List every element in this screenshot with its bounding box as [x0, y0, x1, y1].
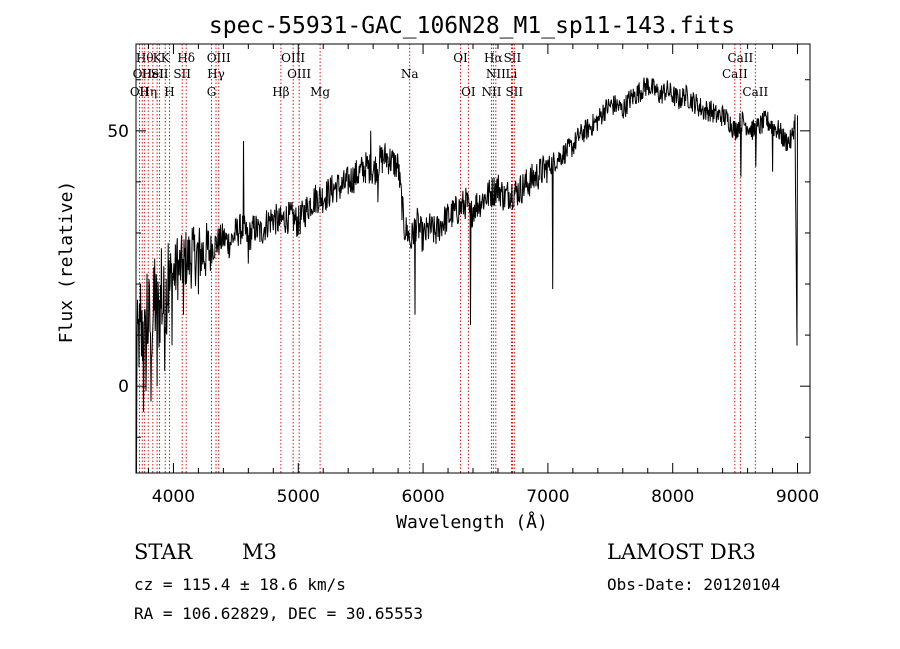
spectral-line-label: OIII	[207, 51, 231, 65]
spectral-line-label: NII	[481, 85, 501, 99]
x-tick-label: 4000	[152, 487, 195, 507]
object-class: STAR	[134, 540, 193, 564]
spectral-line-label: CaII	[722, 67, 748, 81]
x-axis-label: Wavelength (Å)	[396, 511, 548, 533]
x-tick-label: 8000	[651, 487, 694, 507]
spectral-line-label: Hδ	[177, 51, 195, 65]
spectral-line-label: Mg	[310, 85, 330, 99]
spectral-line-label: OII	[130, 85, 150, 99]
observation-date: Obs-Date: 20120104	[607, 575, 781, 594]
spectral-line-label: Hη	[139, 85, 157, 99]
x-tick-label: 6000	[401, 487, 444, 507]
spectral-line-label: SII	[173, 67, 191, 81]
spectral-line-label: SII	[505, 85, 523, 99]
x-tick-label: 9000	[776, 487, 819, 507]
spectral-line-label: G	[207, 85, 217, 99]
spectral-line-label: Hθ	[136, 51, 154, 65]
spectral-line-label: Hγ	[207, 67, 225, 81]
spectral-line-label: H	[164, 85, 174, 99]
x-tick-label: 7000	[526, 487, 569, 507]
spectral-line-label: Na	[401, 67, 419, 81]
spectral-line-label: OII	[133, 67, 153, 81]
chart-title: spec-55931-GAC_106N28_M1_sp11-143.fits	[209, 13, 735, 39]
spectral-line-label: CaII	[727, 51, 753, 65]
spectral-line-label: K	[161, 51, 171, 65]
spectral-line-label: NII	[486, 67, 506, 81]
redshift-velocity: cz = 115.4 ± 18.6 km/s	[134, 575, 346, 594]
y-tick-label: 50	[107, 122, 129, 142]
plot-frame	[135, 43, 811, 474]
spectral-line-label: SII	[504, 51, 522, 65]
spectral-line-label: OI	[453, 51, 468, 65]
spectrum-line	[135, 77, 798, 474]
spectral-line-label: HeI	[142, 67, 165, 81]
y-axis-label: Flux (relative)	[56, 181, 77, 344]
coordinates: RA = 106.62829, DEC = 30.65553	[134, 604, 423, 623]
spectral-line-label: OIII	[281, 51, 305, 65]
spectral-line-label: Hβ	[272, 85, 289, 99]
spectral-line-label: Hα	[484, 51, 503, 65]
spectral-line-label: Li	[506, 67, 518, 81]
spectral-line-label: OI	[461, 85, 476, 99]
survey-name: LAMOST DR3	[607, 540, 756, 564]
spectral-line-markers: OIIOIIHθHηHeIKSIIKHHδSIIGHγOIIIHβOIIIOII…	[130, 44, 768, 473]
spectral-line-label: CaII	[742, 85, 768, 99]
x-tick-label: 5000	[277, 487, 320, 507]
axes: 400050006000700080009000050100	[107, 44, 819, 507]
spectrum-series	[135, 77, 798, 474]
spectral-line-label: K	[153, 51, 163, 65]
spectral-line-label: SII	[151, 67, 169, 81]
object-subclass: M3	[242, 540, 277, 564]
y-tick-label: 0	[118, 377, 129, 397]
spectral-line-label: OIII	[287, 67, 311, 81]
